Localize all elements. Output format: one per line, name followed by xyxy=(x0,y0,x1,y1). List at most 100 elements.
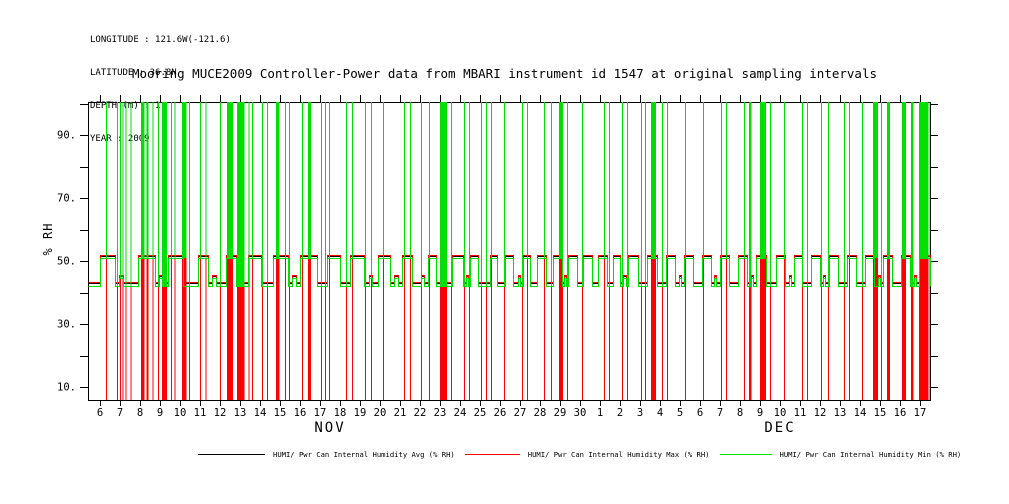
min-dropout-spike xyxy=(289,102,291,287)
min-dropout-spike xyxy=(567,102,569,287)
min-dropout-spike xyxy=(152,102,154,258)
x-tick-label: 12 xyxy=(214,407,227,419)
min-dropout-spike xyxy=(802,102,804,287)
max-dropout-spike xyxy=(262,281,264,400)
min-dropout-spike xyxy=(703,102,705,258)
max-dropout-spike xyxy=(158,281,160,400)
max-dropout-spike xyxy=(276,255,280,400)
max-dropout-spike xyxy=(802,281,804,400)
max-dropout-spike xyxy=(862,281,864,400)
max-dropout-spike xyxy=(627,281,629,400)
min-dropout-spike xyxy=(125,102,127,287)
max-dropout-spike xyxy=(421,274,423,400)
x-tick-label: 11 xyxy=(194,407,207,419)
x-tick-label: 10 xyxy=(174,407,187,419)
max-dropout-spike xyxy=(486,281,488,400)
min-dropout-spike xyxy=(325,102,327,287)
max-dropout-spike xyxy=(220,281,222,400)
x-tick-label: 6 xyxy=(697,407,703,419)
min-dropout-spike xyxy=(749,102,752,287)
min-dropout-spike xyxy=(220,102,222,287)
min-dropout-spike xyxy=(200,102,202,258)
min-dropout-spike xyxy=(582,102,584,287)
x-tick-label: 6 xyxy=(97,407,103,419)
max-dropout-spike xyxy=(807,281,809,400)
min-dropout-spike xyxy=(469,102,471,287)
max-dropout-spike xyxy=(703,255,705,400)
x-tick-label: 28 xyxy=(534,407,547,419)
max-dropout-spike xyxy=(410,255,412,400)
x-tick-label: 10 xyxy=(774,407,787,419)
max-dropout-spike xyxy=(491,255,493,400)
max-dropout-spike xyxy=(469,281,471,400)
max-dropout-spike xyxy=(645,281,647,400)
min-dropout-spike xyxy=(873,102,878,258)
max-dropout-spike xyxy=(604,255,606,400)
max-dropout-spike xyxy=(685,255,687,400)
x-tick-label: 19 xyxy=(354,407,367,419)
max-dropout-spike xyxy=(464,281,466,400)
min-dropout-spike xyxy=(685,102,687,258)
min-dropout-spike xyxy=(276,102,280,258)
legend-item-avg: HUMI/ Pwr Can Internal Humidity Avg (% R… xyxy=(198,450,465,459)
max-dropout-spike xyxy=(267,281,269,400)
min-dropout-spike xyxy=(346,102,348,287)
metadata-year: YEAR : 2009 xyxy=(90,134,150,144)
x-tick-label: 14 xyxy=(254,407,267,419)
legend-item-max: HUMI/ Pwr Can Internal Humidity Max (% R… xyxy=(464,450,720,459)
min-dropout-spike xyxy=(641,102,643,287)
min-dropout-spike xyxy=(726,102,728,258)
x-tick-label: 4 xyxy=(657,407,663,419)
max-dropout-spike xyxy=(130,281,132,400)
max-dropout-spike xyxy=(329,255,331,400)
min-dropout-spike xyxy=(902,102,906,258)
max-dropout-spike xyxy=(302,255,304,400)
y-tick-label: 70. xyxy=(57,193,76,205)
min-dropout-spike xyxy=(491,102,493,258)
min-dropout-spike xyxy=(622,102,624,287)
min-dropout-spike xyxy=(451,102,453,287)
min-dropout-spike xyxy=(421,102,423,279)
month-label-nov: NOV xyxy=(314,420,346,436)
min-dropout-spike xyxy=(383,102,385,258)
max-dropout-spike xyxy=(873,255,878,400)
max-dropout-spike xyxy=(451,281,453,400)
max-dropout-spike xyxy=(726,255,728,400)
min-dropout-spike xyxy=(146,102,149,258)
max-dropout-spike xyxy=(237,281,245,400)
plot-frame xyxy=(88,102,931,401)
x-tick-label: 16 xyxy=(294,407,307,419)
min-dropout-spike xyxy=(627,102,629,287)
min-dropout-spike xyxy=(522,102,524,287)
min-dropout-spike xyxy=(667,102,669,258)
min-dropout-spike xyxy=(784,102,786,258)
min-dropout-spike xyxy=(662,102,664,287)
x-tick-label: 15 xyxy=(874,407,887,419)
max-dropout-spike xyxy=(911,281,914,400)
min-dropout-spike xyxy=(744,102,746,258)
max-dropout-spike xyxy=(821,281,823,400)
max-dropout-spike xyxy=(404,255,406,400)
max-dropout-spike xyxy=(544,255,546,400)
max-dropout-spike xyxy=(289,281,291,400)
max-dropout-spike xyxy=(784,255,786,400)
x-tick-label: 2 xyxy=(617,407,623,419)
x-tick-label: 22 xyxy=(414,407,427,419)
min-dropout-spike xyxy=(371,102,373,279)
avg-legend-line xyxy=(198,454,265,455)
max-dropout-spike xyxy=(146,255,149,400)
max-dropout-spike xyxy=(325,281,327,400)
x-tick-label: 24 xyxy=(454,407,467,419)
max-dropout-spike xyxy=(651,255,656,400)
min-dropout-spike xyxy=(329,102,331,258)
min-dropout-spike xyxy=(504,102,506,287)
max-dropout-spike xyxy=(205,255,207,400)
max-dropout-spike xyxy=(551,281,553,400)
min-dropout-spike xyxy=(120,102,122,279)
min-dropout-spike xyxy=(760,102,766,258)
x-tick-label: 9 xyxy=(757,407,763,419)
max-dropout-spike xyxy=(609,281,611,400)
min-dropout-spike xyxy=(609,102,611,287)
max-dropout-spike xyxy=(749,281,752,400)
max-dropout-spike xyxy=(744,255,746,400)
